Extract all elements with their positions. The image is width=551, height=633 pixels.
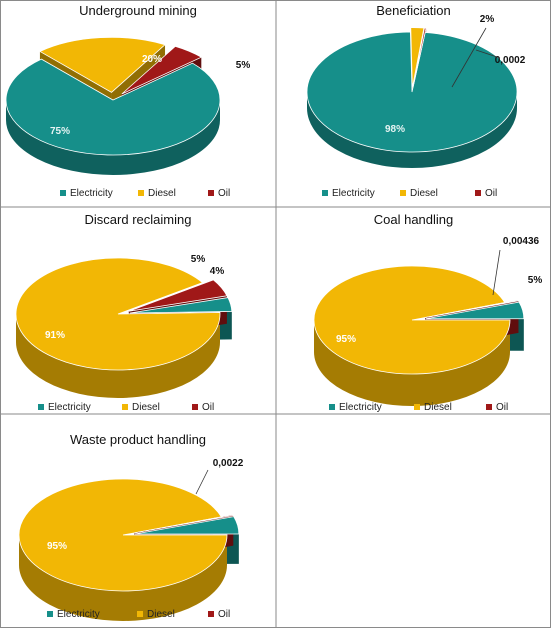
pie-chart-3: Discard reclaiming 4% 91% 5% Electricity Dies…	[15, 212, 233, 413]
legend-label-oil: Oil	[485, 188, 497, 199]
slice-side-diesel	[314, 320, 510, 406]
legend-swatch-diesel	[137, 611, 143, 617]
legend-swatch-electricity	[47, 611, 53, 617]
slice-electricity	[129, 297, 233, 314]
slice-diesel	[18, 478, 228, 592]
legend-swatch-diesel	[122, 404, 128, 410]
slice-side-diesel	[16, 314, 220, 398]
pie-chart-1: Underground mining 75% 20% 5% Electricity Die…	[5, 3, 251, 199]
legend-label-electricity: Electricity	[48, 402, 91, 413]
legend-swatch-electricity	[322, 190, 328, 196]
chart-title: Waste product handling	[70, 432, 206, 447]
legend-swatch-oil	[208, 190, 214, 196]
leader-line	[492, 249, 501, 296]
legend-swatch-electricity	[329, 404, 335, 410]
legend-swatch-diesel	[414, 404, 420, 410]
chart-title: Underground mining	[79, 3, 197, 18]
legend-label-diesel: Diesel	[147, 609, 175, 620]
slice-diesel	[15, 257, 221, 371]
data-label-electricity: 5%	[528, 275, 543, 286]
slice-oil	[121, 45, 203, 95]
legend: Electricity Diesel Oil	[60, 188, 230, 199]
legend-label-electricity: Electricity	[57, 609, 100, 620]
legend-swatch-electricity	[38, 404, 44, 410]
legend: Electricity Diesel Oil	[329, 402, 508, 413]
slice-electricity	[425, 301, 525, 320]
leader-line	[195, 469, 209, 495]
legend-swatch-oil	[192, 404, 198, 410]
legend: Electricity Diesel Oil	[38, 402, 214, 413]
slice-oil	[412, 27, 427, 88]
slice-oil	[425, 299, 520, 318]
slice-side-diesel	[19, 535, 227, 621]
legend-swatch-electricity	[60, 190, 66, 196]
slice-side-electricity	[6, 100, 220, 175]
data-label-oil: 0,0022	[213, 458, 244, 469]
legend-label-electricity: Electricity	[70, 188, 113, 199]
slice-electricity	[5, 58, 221, 156]
data-label-electricity: 75%	[50, 126, 70, 137]
chart-title: Coal handling	[374, 212, 454, 227]
slice-electricity	[134, 516, 240, 535]
legend-swatch-oil	[208, 611, 214, 617]
data-label-electricity: 4%	[210, 266, 225, 277]
chart-title: Discard reclaiming	[85, 212, 192, 227]
slice-oil	[128, 279, 228, 312]
legend-label-diesel: Diesel	[132, 402, 160, 413]
legend-label-oil: Oil	[218, 609, 230, 620]
legend: Electricity Diesel Oil	[322, 188, 497, 199]
slice-side-electricity	[307, 92, 517, 168]
pie-chart-4: Coal handling 5% 95% 0,00436 Electricity Dies…	[313, 212, 543, 413]
data-label-diesel: 95%	[336, 334, 356, 345]
legend-swatch-diesel	[400, 190, 406, 196]
data-label-electricity: 98%	[385, 124, 405, 135]
legend-label-diesel: Diesel	[424, 402, 452, 413]
slice-electricity	[306, 31, 518, 153]
legend-label-diesel: Diesel	[148, 188, 176, 199]
slice-oil	[134, 514, 234, 534]
data-label-diesel: 91%	[45, 330, 65, 341]
pie-chart-5: Waste product handling 95% 0,0022 Electrici…	[18, 432, 244, 621]
slice-diesel	[39, 36, 166, 93]
data-label-oil: 5%	[236, 60, 251, 71]
legend-label-electricity: Electricity	[332, 188, 375, 199]
data-label-diesel: 2%	[480, 14, 495, 25]
legend-label-diesel: Diesel	[410, 188, 438, 199]
data-label-diesel: 20%	[142, 54, 162, 65]
legend: Electricity Diesel Oil	[47, 609, 230, 620]
leader-line	[475, 49, 501, 59]
data-label-diesel: 95%	[47, 541, 67, 552]
legend-label-oil: Oil	[202, 402, 214, 413]
legend-swatch-diesel	[138, 190, 144, 196]
legend-label-oil: Oil	[496, 402, 508, 413]
legend-label-oil: Oil	[218, 188, 230, 199]
data-label-oil: 0,00436	[503, 236, 540, 247]
chart-title: Beneficiation	[376, 3, 450, 18]
legend-swatch-oil	[475, 190, 481, 196]
slice-diesel	[410, 27, 425, 88]
pie-chart-2: Beneficiation 98% 2% 0,0002 Electricity Diese…	[306, 3, 526, 199]
data-label-oil: 0,0002	[495, 55, 526, 66]
leader-line	[451, 27, 487, 88]
legend-label-electricity: Electricity	[339, 402, 382, 413]
legend-swatch-oil	[486, 404, 492, 410]
slice-diesel	[313, 265, 511, 375]
data-label-oil: 5%	[191, 254, 206, 265]
